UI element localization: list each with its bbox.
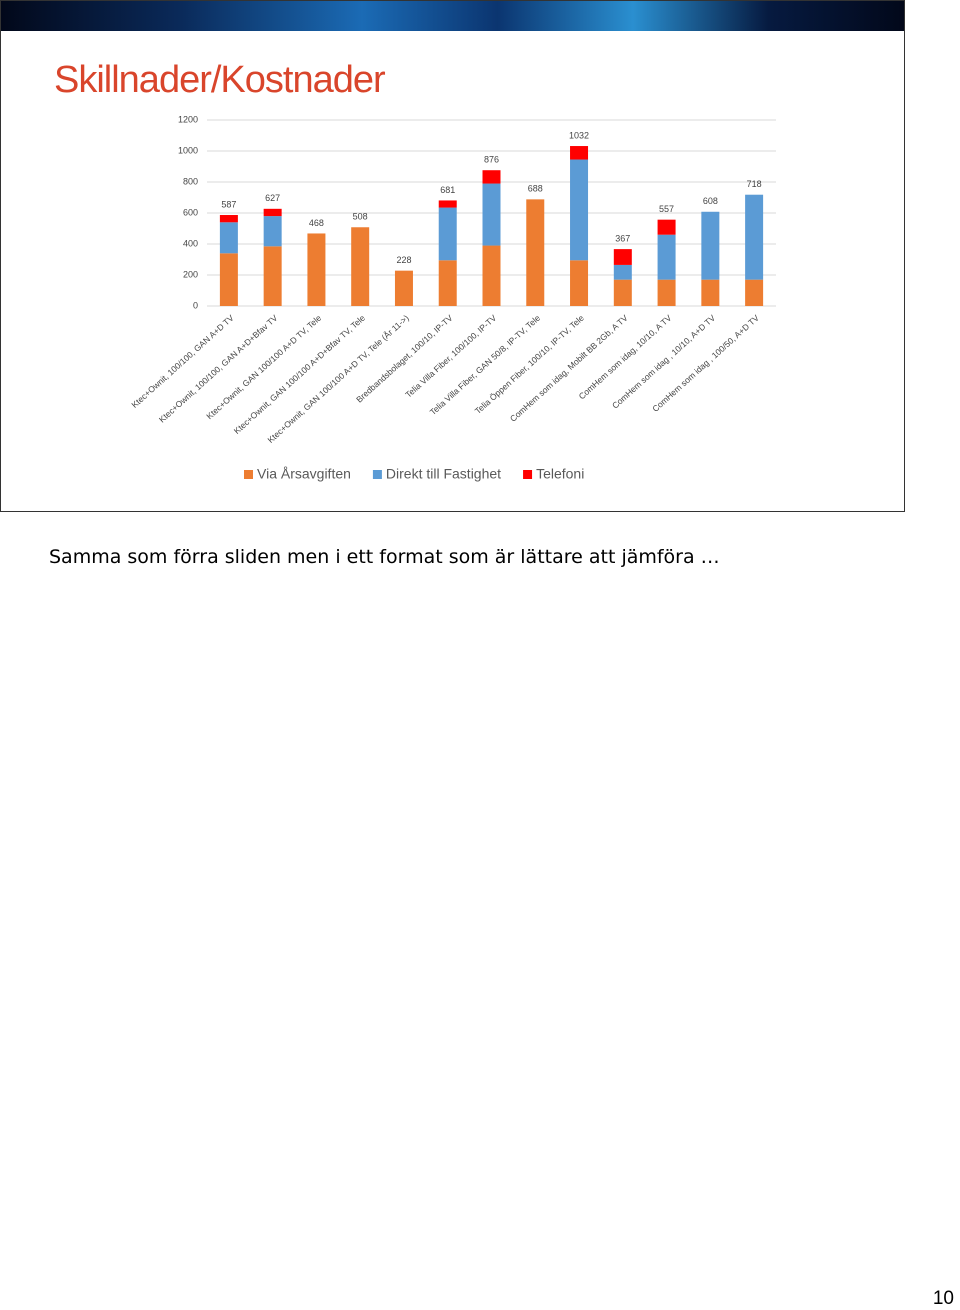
bar-segment	[394, 270, 413, 306]
bar-segment	[701, 211, 720, 280]
total-label: 367	[615, 233, 630, 243]
bar-segment	[263, 208, 282, 217]
total-label: 1032	[569, 130, 589, 140]
banner	[1, 1, 904, 31]
legend-label: Via Årsavgiften	[257, 466, 351, 482]
bar-segment	[657, 279, 676, 306]
x-tick-label: ComHem som idag, 10/10, A TV	[577, 313, 674, 402]
legend-swatch	[244, 470, 253, 479]
bar-segment	[657, 219, 676, 235]
legend-label: Direkt till Fastighet	[386, 466, 501, 482]
bar-segment	[482, 245, 501, 306]
total-label: 557	[659, 204, 674, 214]
chart-title: Skillnader/Kostnader	[54, 59, 386, 101]
total-label: 608	[703, 196, 718, 206]
note: Samma som förra sliden men i ett format …	[49, 546, 720, 568]
bar-segment	[219, 215, 238, 223]
bar-segment	[570, 159, 589, 261]
total-label: 228	[396, 255, 411, 265]
bar-segment	[263, 246, 282, 306]
total-label: 876	[484, 155, 499, 165]
bar-segment	[526, 199, 545, 306]
bar-segment	[307, 233, 326, 306]
bar-segment	[657, 234, 676, 280]
legend-swatch	[523, 470, 533, 479]
bar-segment	[219, 253, 238, 306]
total-label: 627	[265, 193, 280, 203]
bar-segment	[438, 207, 457, 261]
legend-label: Telefoni	[536, 466, 584, 482]
slide: Skillnader/Kostnader 0 200 400 600 800 1000 12…	[0, 0, 905, 512]
bar-segment	[219, 222, 238, 254]
legend-swatch	[372, 470, 382, 479]
bar-segment	[570, 146, 589, 160]
bar-segment	[745, 279, 764, 306]
bar-segment	[613, 264, 632, 280]
bar-segment	[613, 249, 632, 265]
y-tick-label: 600	[183, 207, 198, 217]
bar-segment	[438, 260, 457, 306]
x-tick-label: Telia Villa Fiber, 100/100, IP-TV	[403, 313, 498, 400]
bar-segment	[570, 260, 589, 306]
page-number: 10	[932, 1288, 954, 1309]
bar-segment	[613, 279, 632, 306]
bar-segment	[482, 170, 501, 184]
bar-segment	[351, 227, 370, 306]
total-label: 508	[353, 212, 368, 222]
total-label: 681	[440, 185, 455, 195]
bar-segment	[482, 183, 501, 246]
y-tick-label: 800	[183, 176, 198, 186]
total-label: 688	[528, 184, 543, 194]
total-label: 587	[221, 199, 236, 209]
y-tick-label: 200	[183, 269, 198, 279]
y-tick-label: 1000	[178, 145, 198, 155]
y-tick-label: 1200	[178, 114, 198, 124]
bar-segment	[263, 216, 282, 247]
bar-segment	[701, 279, 720, 306]
chart: Skillnader/Kostnader 0 200 400 600 800 1000 12…	[54, 59, 776, 482]
total-label: 718	[747, 179, 762, 189]
bar-segment	[438, 200, 457, 208]
total-label: 468	[309, 218, 324, 228]
bar-segment	[745, 194, 764, 280]
y-tick-label: 0	[193, 300, 198, 310]
y-tick-label: 400	[183, 238, 198, 248]
